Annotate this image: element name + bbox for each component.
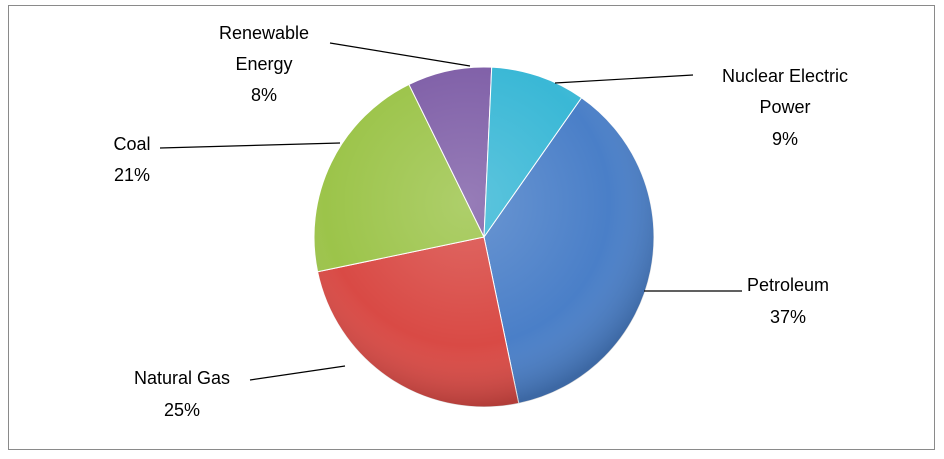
leader-line-coal xyxy=(159,142,341,149)
label-petroleum-name: Petroleum xyxy=(747,275,829,295)
label-natural-gas-pct: 25% xyxy=(164,400,200,420)
label-coal-name: Coal xyxy=(113,134,150,154)
label-nuclear-line2: Power xyxy=(759,97,810,117)
label-nuclear-pct: 9% xyxy=(772,129,798,149)
pie-slices xyxy=(313,66,655,408)
leader-line-renewable xyxy=(329,42,471,67)
label-nuclear-line1: Nuclear Electric xyxy=(722,66,848,86)
label-coal-pct: 21% xyxy=(114,165,150,185)
label-renewable-pct: 8% xyxy=(251,85,277,105)
label-natural-gas-name: Natural Gas xyxy=(134,368,230,388)
label-petroleum-pct: 37% xyxy=(770,307,806,327)
leader-line-nuclear xyxy=(554,74,694,84)
leader-line-natural-gas xyxy=(249,365,346,381)
label-renewable-line1: Renewable xyxy=(219,23,309,43)
label-renewable-line2: Energy xyxy=(235,54,292,74)
